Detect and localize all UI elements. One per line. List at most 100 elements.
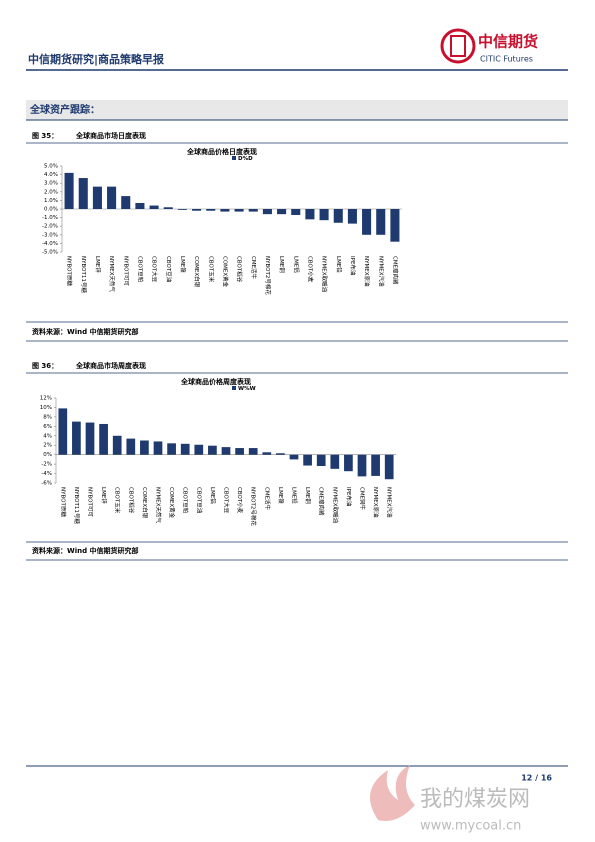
watermark-cn: 我的煤炭网 xyxy=(420,787,530,812)
x-tick-label: CBOT小麦 xyxy=(236,487,244,514)
logo-mark-inner xyxy=(450,35,466,57)
bar xyxy=(177,209,187,210)
bar xyxy=(192,209,202,211)
x-tick-label: CBOT稻谷 xyxy=(127,487,135,514)
bar xyxy=(262,209,272,215)
y-tick-label: 0.0% xyxy=(44,207,58,213)
x-tick-label: COMEX白银 xyxy=(141,487,149,519)
x-tick-label: NYBOT11号糖 xyxy=(80,256,88,293)
x-tick-label: NYMEX取暖油 xyxy=(321,256,329,292)
legend-swatch xyxy=(232,386,236,390)
bar xyxy=(107,186,117,209)
y-tick-label: 10% xyxy=(40,405,52,411)
bar xyxy=(163,207,173,209)
bar xyxy=(58,408,68,455)
y-tick-label: -4.0% xyxy=(42,241,58,247)
x-tick-label: LME镍 xyxy=(277,487,285,504)
bar xyxy=(221,447,231,455)
watermark-flame xyxy=(370,765,415,821)
figure-label: 图 35： xyxy=(32,131,58,140)
x-tick-label: CBOT豆油 xyxy=(195,487,203,514)
bar xyxy=(206,209,216,211)
x-tick-label: CME瘦肉猪 xyxy=(391,256,399,285)
x-tick-label: LME铅 xyxy=(291,487,299,504)
bar xyxy=(277,209,287,215)
x-tick-label: NYMEX天然气 xyxy=(108,256,116,292)
bar xyxy=(371,454,380,476)
bar xyxy=(376,209,386,235)
x-tick-label: NYBOT11号糖 xyxy=(73,487,81,524)
y-tick-label: -5.0% xyxy=(42,250,58,256)
bar xyxy=(289,454,299,460)
bar xyxy=(220,209,230,212)
x-tick-label: CBOT豆油 xyxy=(165,256,173,283)
bar xyxy=(149,205,159,209)
x-tick-label: NYMEX取暖油 xyxy=(331,487,339,523)
x-tick-label: NYMEX汽油 xyxy=(386,487,394,518)
x-tick-label: CBOT大豆 xyxy=(223,487,231,514)
x-tick-label: CBOT豆粕 xyxy=(136,256,144,282)
bar xyxy=(85,422,95,455)
bar xyxy=(248,448,258,455)
x-tick-label: NYMEX原油 xyxy=(372,487,380,518)
y-tick-label: 5.0% xyxy=(44,164,58,170)
y-tick-label: 3.0% xyxy=(44,181,58,187)
bar xyxy=(357,454,367,477)
bar xyxy=(208,445,217,455)
x-tick-label: CME活牛 xyxy=(250,256,258,280)
bar xyxy=(291,209,301,216)
x-tick-label: LME锌 xyxy=(94,256,102,273)
bar xyxy=(262,452,272,455)
y-tick-label: 1.0% xyxy=(44,198,58,204)
x-tick-label: CBOT豆粕 xyxy=(182,487,190,513)
x-tick-label: LME铅 xyxy=(335,256,343,273)
x-tick-label: NYBOT可可 xyxy=(87,487,94,517)
header-title: 中信期货研究|商品策略早报 xyxy=(28,52,165,66)
bar xyxy=(330,454,340,469)
y-tick-label: 8% xyxy=(43,414,52,420)
bar xyxy=(248,209,258,212)
x-tick-label: NYBOT原糖 xyxy=(59,487,67,517)
x-tick-label: NYMEX原油 xyxy=(363,256,371,287)
legend-label: W%W xyxy=(238,386,256,392)
bar xyxy=(78,178,88,209)
x-tick-label: CBOT玉米 xyxy=(207,256,215,283)
bar xyxy=(112,435,122,455)
x-tick-label: CBOT稻谷 xyxy=(236,256,244,283)
bar xyxy=(234,209,244,212)
x-tick-label: NYBOT2号棉花 xyxy=(250,487,258,526)
bar xyxy=(167,443,176,455)
x-tick-label: COMEX黄金 xyxy=(221,256,229,288)
bar xyxy=(316,454,326,466)
y-tick-label: 2.0% xyxy=(44,189,58,195)
x-tick-label: LME锌 xyxy=(100,487,108,504)
bar xyxy=(344,454,353,472)
figure-caption: 全球商品市场周度表现 xyxy=(75,361,146,370)
x-tick-label: LME铜 xyxy=(304,487,312,504)
x-tick-label: NYMEX汽油 xyxy=(377,256,385,287)
figure-label: 图 36： xyxy=(32,361,58,370)
x-tick-label: LME铝 xyxy=(209,487,217,504)
x-tick-label: NYBOT可可 xyxy=(122,256,129,286)
section-bar xyxy=(26,100,568,120)
bar xyxy=(362,209,372,235)
bar xyxy=(180,443,190,455)
x-tick-label: NYMEX天然气 xyxy=(155,487,163,523)
x-tick-label: CME饲牛 xyxy=(359,487,367,511)
bar xyxy=(303,454,312,466)
bar xyxy=(333,209,343,223)
legend-label: D%D xyxy=(238,156,253,162)
bar xyxy=(64,172,74,209)
bar xyxy=(92,186,102,209)
x-tick-label: COMEX黄金 xyxy=(168,487,176,519)
figure-source: 资料来源：Wind 中信期货研究部 xyxy=(32,327,139,336)
watermark-url: www.mycoal.cn xyxy=(420,819,521,834)
x-tick-label: LME镍 xyxy=(179,256,187,273)
x-tick-label: COMEX白银 xyxy=(193,256,201,288)
bar xyxy=(305,209,315,220)
legend-swatch xyxy=(232,156,236,160)
y-tick-label: 0% xyxy=(43,452,52,458)
bar xyxy=(135,202,145,209)
y-tick-label: -6% xyxy=(41,481,52,487)
x-tick-label: LME铜 xyxy=(278,256,286,273)
